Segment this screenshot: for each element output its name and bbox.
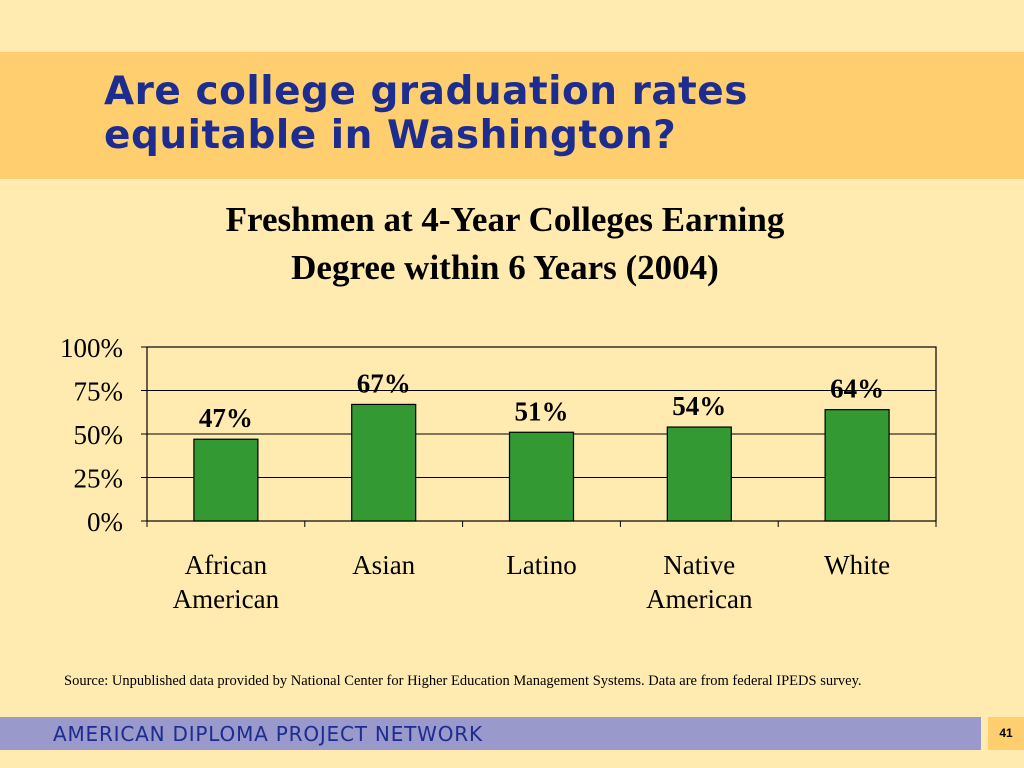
data-label-0: 47% (199, 403, 253, 433)
data-label-4: 64% (830, 374, 884, 404)
bar-chart: 0% 25% 50% 75% 100% 47% African American 67% Asia… (60, 333, 937, 614)
slide-title: Are college graduation rates equitable i… (104, 70, 964, 158)
bar-1 (351, 403, 417, 522)
chart-title: Freshmen at 4-Year Colleges Earning Degr… (150, 196, 860, 292)
y-tick-label: 100% (60, 333, 123, 363)
page-number: 41 (999, 726, 1013, 740)
bar-4 (824, 409, 890, 522)
bar-3 (666, 426, 732, 522)
y-tick-label: 0% (87, 507, 123, 537)
x-tick-label-0-1: American (173, 584, 280, 614)
source-note: Source: Unpublished data provided by Nat… (64, 673, 862, 689)
x-tick-label-0-0: African (185, 550, 268, 580)
bar-2 (508, 431, 575, 522)
x-tick-label-3-0: Native (663, 550, 735, 580)
footer-text: AMERICAN DIPLOMA PROJECT NETWORK (53, 722, 483, 746)
slide-title-line-1: Are college graduation rates (104, 69, 748, 114)
x-tick-label-2-0: Latino (506, 550, 576, 580)
page-number-box (988, 717, 1024, 750)
x-tick-label-3-1: American (646, 584, 753, 614)
x-tick-label-1-0: Asian (352, 550, 415, 580)
data-label-1: 67% (357, 368, 411, 398)
slide-title-line-2: equitable in Washington? (104, 113, 677, 158)
bar-0 (193, 438, 259, 522)
chart-title-line-2: Degree within 6 Years (2004) (291, 248, 719, 287)
footer-bar (0, 717, 981, 750)
y-tick-label: 75% (74, 377, 124, 407)
data-label-2: 51% (515, 396, 569, 426)
title-band (0, 52, 1024, 179)
x-tick-label-4-0: White (824, 550, 890, 580)
chart-title-line-1: Freshmen at 4-Year Colleges Earning (225, 200, 785, 239)
y-tick-label: 50% (74, 420, 124, 450)
y-tick-label: 25% (74, 464, 124, 494)
data-label-3: 54% (672, 391, 726, 421)
